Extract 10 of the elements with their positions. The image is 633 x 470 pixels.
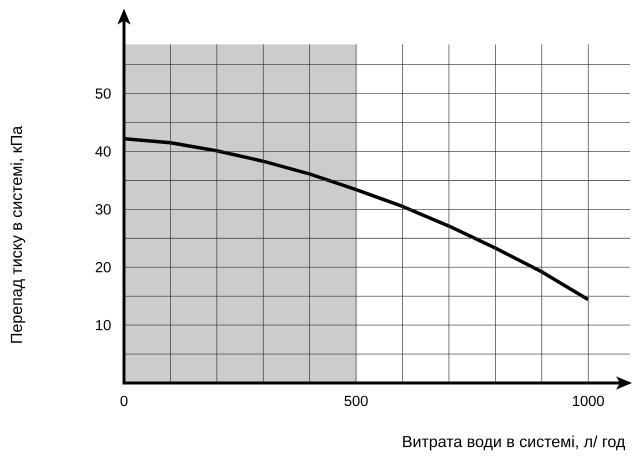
x-tick-label: 500 [344,396,368,406]
y-tick-label: 50 [96,88,111,99]
y-axis-title: Перепад тиску в системі, кПа [10,126,26,343]
x-tick-label: 0 [120,396,128,406]
y-tick-label: 40 [95,146,111,157]
x-tick-label: 1000 [573,396,604,406]
y-tick-label: 10 [96,320,111,330]
y-tick-label: 30 [96,204,111,215]
x-axis-title: Витрата води в системі, л/ год [403,435,626,450]
y-tick-label: 20 [96,262,111,272]
